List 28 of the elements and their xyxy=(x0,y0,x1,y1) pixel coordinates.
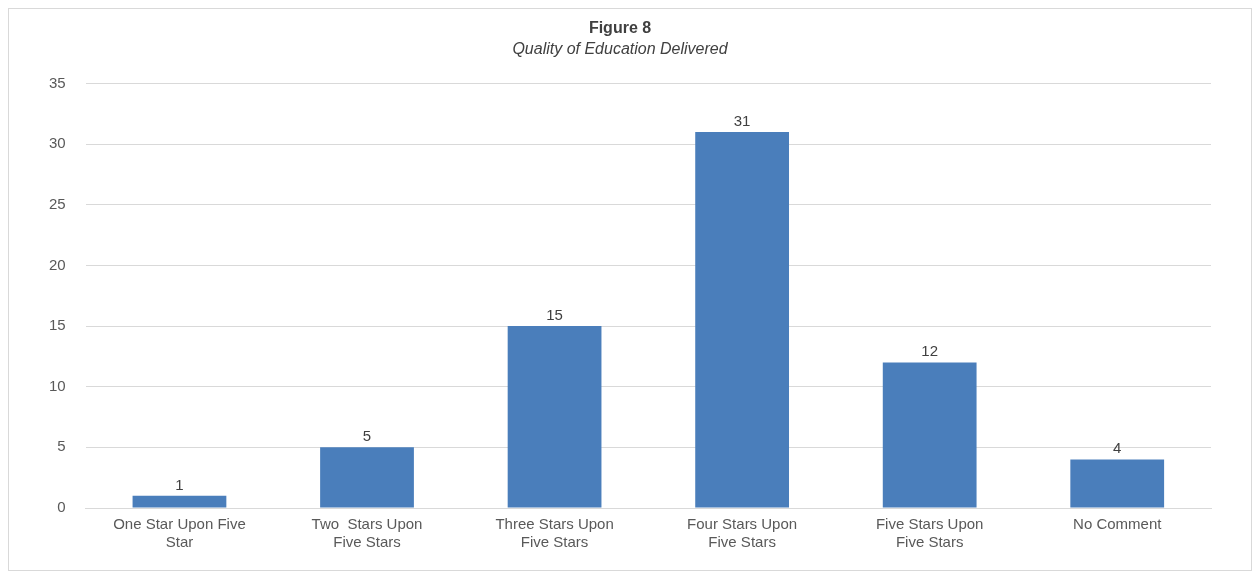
y-tick-label: 35 xyxy=(49,73,66,91)
y-tick-label: 5 xyxy=(57,437,66,455)
y-tick-label: 20 xyxy=(49,255,66,273)
y-tick-label: 10 xyxy=(49,376,66,394)
x-tick-label: Five Stars Upon Five Stars xyxy=(875,515,984,551)
bar xyxy=(507,326,602,508)
data-label: 1 xyxy=(175,475,184,493)
x-tick-label: Two Stars Upon Five Stars xyxy=(311,515,423,551)
x-tick-label: One Star Upon Five Star xyxy=(113,515,246,551)
y-tick-label: 0 xyxy=(57,498,66,516)
bar xyxy=(882,362,977,508)
y-tick-label: 25 xyxy=(49,194,66,212)
y-tick-label: 30 xyxy=(49,134,66,152)
x-tick-label: Four Stars Upon Five Stars xyxy=(687,515,798,551)
bar xyxy=(695,131,790,508)
chart-title: Figure 8 xyxy=(588,19,652,37)
x-tick-label: Three Stars Upon Five Stars xyxy=(495,515,614,551)
bar xyxy=(1070,459,1165,508)
data-label: 15 xyxy=(546,305,563,323)
bar xyxy=(320,447,414,508)
chart-subtitle: Quality of Education Delivered xyxy=(512,40,729,58)
data-label: 5 xyxy=(362,426,372,444)
data-label: 12 xyxy=(921,342,939,360)
y-tick-label: 15 xyxy=(49,316,66,334)
data-label: 4 xyxy=(1113,439,1122,457)
data-label: 31 xyxy=(733,111,751,129)
bar xyxy=(132,495,227,508)
x-tick-label: No Comment xyxy=(1073,515,1163,533)
